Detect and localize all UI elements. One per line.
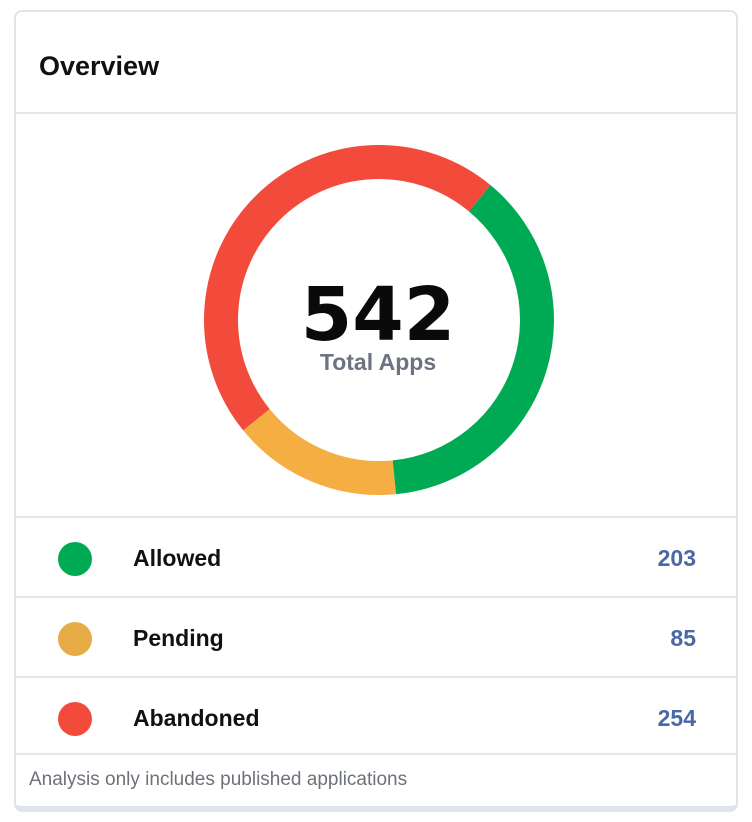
donut-slices bbox=[204, 145, 554, 495]
card-footer: Analysis only includes published applica… bbox=[16, 753, 736, 806]
donut-slice-allowed bbox=[392, 185, 554, 495]
legend-row-allowed: Allowed 203 bbox=[16, 516, 736, 596]
legend-value-pending: 85 bbox=[670, 625, 696, 651]
abandoned-dot-icon bbox=[58, 702, 92, 736]
center-label: Total Apps bbox=[320, 349, 436, 375]
pending-dot-icon bbox=[58, 622, 92, 656]
legend-value-allowed: 203 bbox=[657, 545, 696, 571]
footnote: Analysis only includes published applica… bbox=[29, 769, 408, 790]
card-header: Overview bbox=[16, 12, 736, 114]
legend-value-abandoned: 254 bbox=[657, 705, 696, 731]
allowed-dot-icon bbox=[58, 542, 92, 576]
legend-row-abandoned: Abandoned 254 bbox=[16, 676, 736, 756]
donut-chart: 542 Total Apps bbox=[204, 145, 554, 495]
donut-slice-abandoned bbox=[204, 145, 491, 431]
center-value: 542 bbox=[301, 272, 455, 358]
legend-label-abandoned: Abandoned bbox=[133, 705, 260, 731]
legend-label-allowed: Allowed bbox=[133, 545, 222, 571]
donut-slice-pending bbox=[243, 408, 396, 495]
donut-chart-area: 542 Total Apps bbox=[16, 114, 736, 516]
overview-card: Overview 542 Total Apps Allowed 203 Pend… bbox=[14, 10, 738, 812]
legend-label-pending: Pending bbox=[133, 625, 224, 651]
legend-row-pending: Pending 85 bbox=[16, 596, 736, 676]
card-title: Overview bbox=[39, 51, 160, 81]
